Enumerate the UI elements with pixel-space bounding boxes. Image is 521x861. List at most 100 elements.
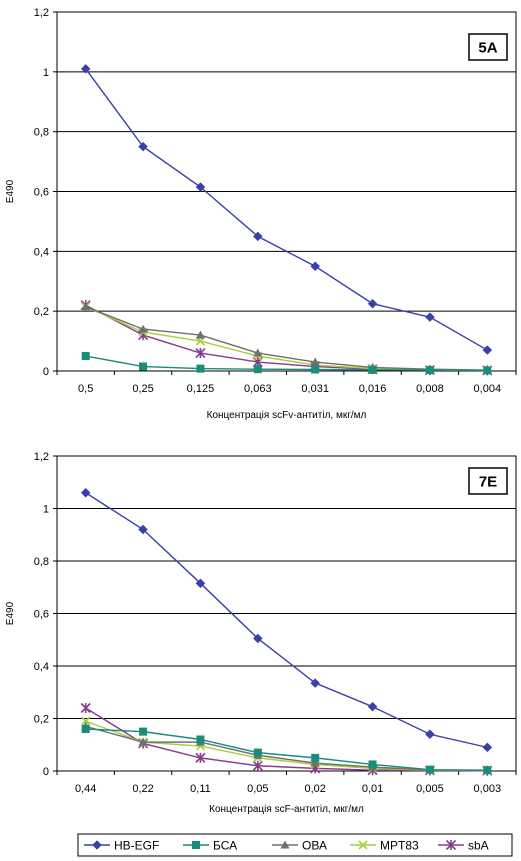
data-point <box>253 365 262 374</box>
y-tick-label: 1 <box>43 504 49 516</box>
y-tick-label: 1,2 <box>34 7 49 19</box>
y-axis-title: E490 <box>5 601 16 625</box>
data-point <box>425 312 435 323</box>
data-point <box>368 365 377 374</box>
chart-tag-label: 5A <box>478 40 497 57</box>
data-point <box>81 725 90 733</box>
y-tick-label: 0 <box>43 766 49 778</box>
data-point <box>195 182 206 192</box>
data-point <box>483 366 492 375</box>
data-point <box>138 141 148 152</box>
legend-item: MPT83 <box>350 839 419 853</box>
y-tick-label: 0,8 <box>34 556 49 568</box>
legend-item: HB-EGF <box>84 839 159 853</box>
y-tick-label: 1,2 <box>34 451 49 463</box>
data-point <box>310 357 320 366</box>
data-point <box>367 701 378 712</box>
legend-label: БСА <box>213 839 237 853</box>
data-point <box>138 324 148 333</box>
data-point <box>139 727 148 736</box>
x-tick-label: 0,003 <box>474 783 502 795</box>
x-tick-label: 0,05 <box>247 783 268 795</box>
y-axis-title: E490 <box>5 179 16 203</box>
series-line <box>85 68 488 351</box>
data-point <box>196 364 205 373</box>
data-point <box>483 766 492 775</box>
series-line <box>85 728 488 771</box>
series-бса <box>81 352 492 375</box>
chart-tag-label: 7E <box>479 474 497 491</box>
y-tick-label: 0,4 <box>34 661 49 673</box>
chart-tag-box <box>468 33 508 61</box>
data-point <box>195 578 206 589</box>
data-point <box>196 735 205 744</box>
data-point <box>252 760 263 771</box>
x-tick-label: 0,44 <box>75 783 96 795</box>
legend-item: БСА <box>183 839 237 853</box>
y-tick-label: 0,4 <box>34 246 49 258</box>
legend-marker <box>445 839 457 851</box>
x-tick-label: 0,005 <box>416 783 444 795</box>
x-tick-label: 0,25 <box>132 383 153 395</box>
data-point <box>81 716 91 726</box>
data-point <box>253 348 263 357</box>
series-hb-egf <box>80 487 493 753</box>
data-point <box>482 742 493 753</box>
data-point <box>80 487 91 498</box>
data-point <box>425 765 434 774</box>
x-axis-title: Концентрація scF-антитіл, мкг/мл <box>209 804 364 815</box>
x-tick-label: 0,063 <box>244 383 272 395</box>
legend-marker <box>358 840 368 850</box>
legend-label: sbA <box>468 839 489 853</box>
x-tick-label: 0,22 <box>132 783 153 795</box>
y-tick-label: 0,6 <box>34 187 49 199</box>
x-axis-title: Концентрація scFv-антитіл, мкг/мл <box>207 410 367 421</box>
x-tick-label: 0,01 <box>362 783 383 795</box>
legend-label: HB-EGF <box>114 839 159 853</box>
data-point <box>195 347 206 359</box>
data-point <box>368 760 377 769</box>
data-point <box>81 302 91 311</box>
data-point <box>80 63 91 74</box>
x-tick-label: 0,5 <box>78 383 93 395</box>
y-tick-label: 0,8 <box>34 127 49 139</box>
data-point <box>80 702 91 714</box>
data-point <box>310 678 321 688</box>
series-line <box>85 492 488 749</box>
x-tick-label: 0,008 <box>416 383 444 395</box>
series-line <box>85 306 488 371</box>
x-tick-label: 0,02 <box>304 783 325 795</box>
y-tick-label: 0 <box>43 366 49 378</box>
data-point <box>310 261 321 272</box>
data-point <box>367 298 378 309</box>
data-point <box>482 345 493 355</box>
y-tick-label: 0,2 <box>34 714 49 726</box>
chart-7e: 0 0,2 0,4 0,6 0,8 1 1,2 0,44 0,22 0,11 0,05 0,02 0,0… <box>5 451 517 815</box>
legend-marker <box>192 841 200 849</box>
data-point <box>138 737 148 746</box>
x-tick-label: 0,11 <box>190 783 211 795</box>
chart-panels: 0 0,2 0,4 0,6 0,8 1 1,2 0,5 0,25 0,125 0,063 0,031 0… <box>5 7 517 815</box>
data-point <box>195 752 206 763</box>
series-hb-egf <box>80 63 493 355</box>
data-point <box>195 330 205 339</box>
legend: HB-EGF БСА ОВА MPT83 sbA <box>77 833 513 857</box>
series-бса <box>81 725 492 775</box>
chart-tag-box <box>468 467 508 495</box>
data-point <box>81 352 90 361</box>
data-point <box>425 729 435 740</box>
x-tick-label: 0,016 <box>359 383 387 395</box>
data-point <box>311 365 320 374</box>
data-point <box>253 748 262 757</box>
y-tick-label: 0,2 <box>34 306 49 318</box>
data-point <box>425 366 434 375</box>
x-tick-label: 0,004 <box>474 383 502 395</box>
legend-item: ОВА <box>272 839 327 853</box>
series-line <box>85 355 488 372</box>
legend-label: ОВА <box>302 839 327 853</box>
data-point <box>139 362 148 371</box>
legend-item: sbA <box>438 839 489 853</box>
data-point <box>310 758 320 767</box>
data-point <box>311 753 320 762</box>
